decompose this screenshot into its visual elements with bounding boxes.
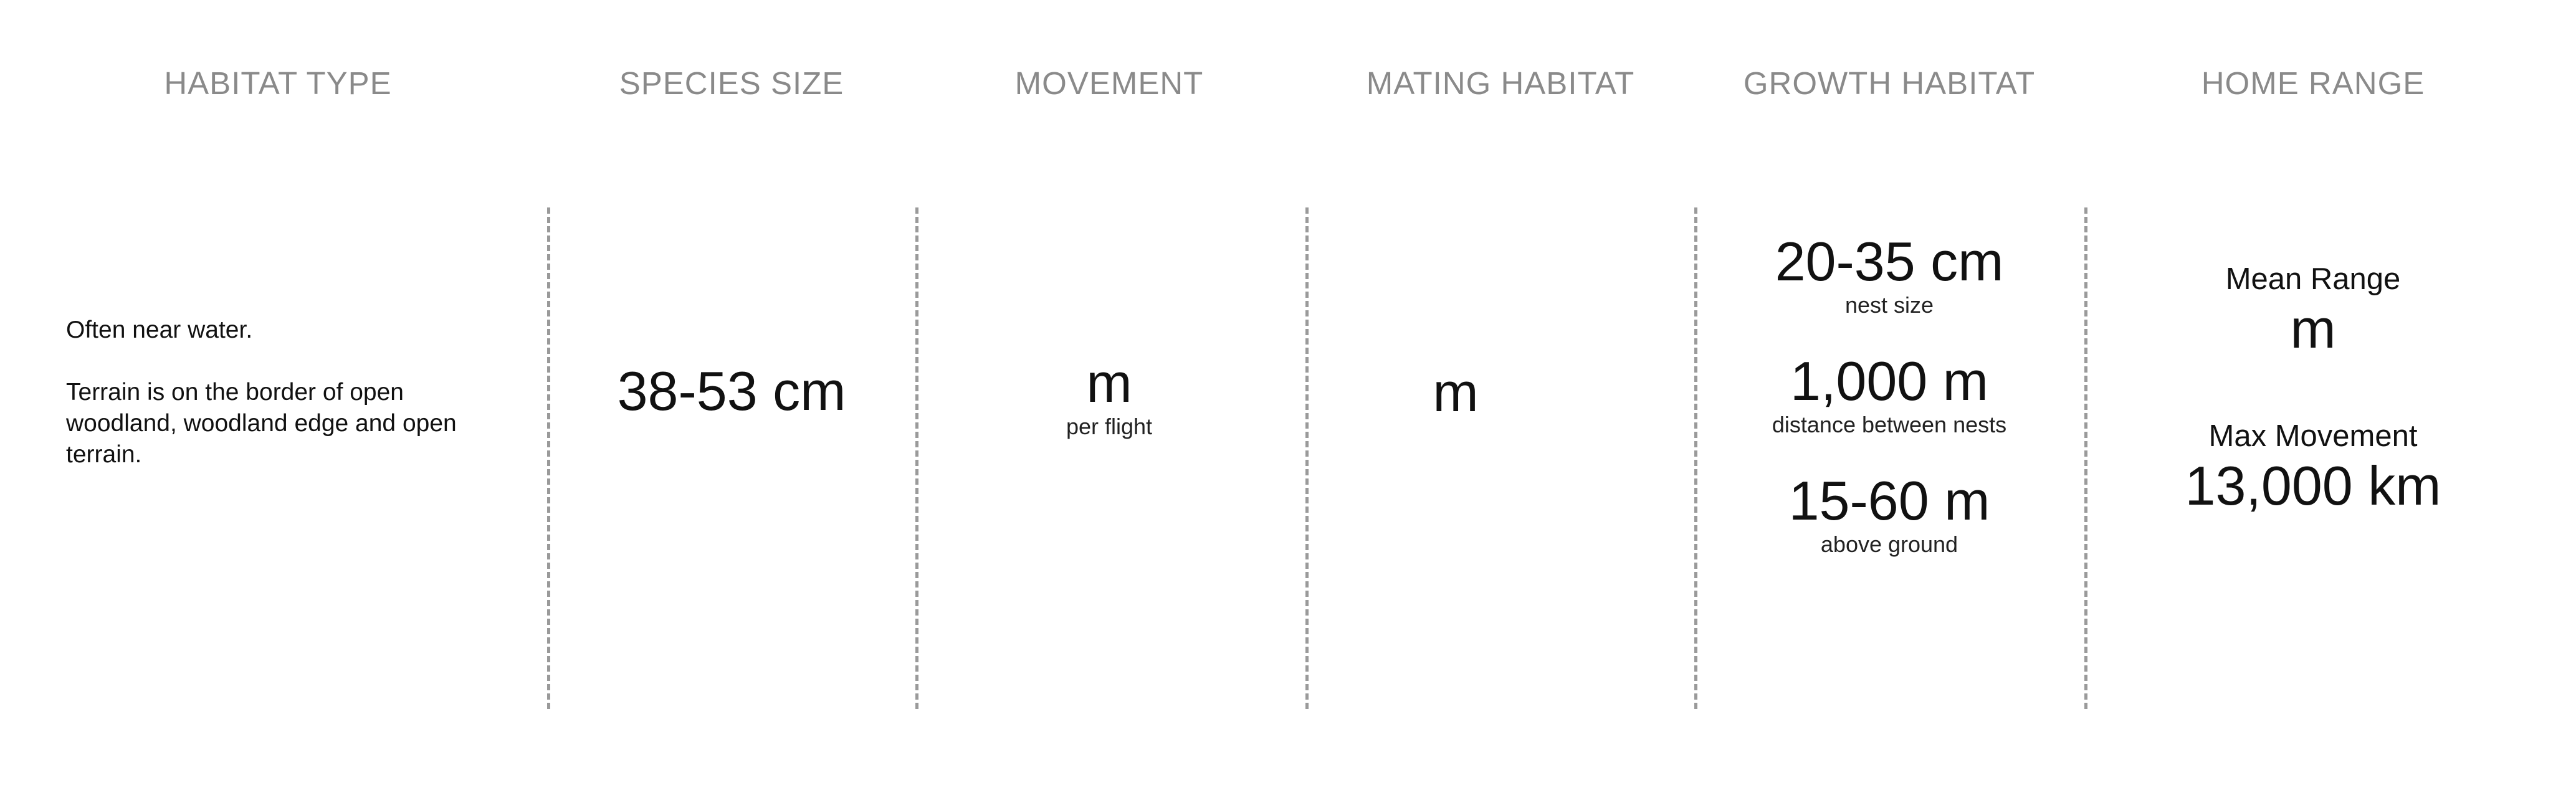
max-movement-block: Max Movement 13,000 km xyxy=(2185,417,2441,517)
movement-cell: m per flight xyxy=(1066,352,1152,439)
nest-size-value: 20-35 cm xyxy=(1775,231,2004,292)
species-size-value: 38-53 cm xyxy=(617,360,846,422)
mean-range-value: m xyxy=(2290,298,2336,359)
column-divider xyxy=(1694,207,1697,709)
habitat-type-line-2: Terrain is on the border of open woodlan… xyxy=(66,379,457,468)
column-divider xyxy=(2084,207,2087,709)
column-divider xyxy=(547,207,550,709)
column-divider xyxy=(915,207,918,709)
habitat-type-line-1: Often near water. xyxy=(66,316,253,343)
header-habitat-type: HABITAT TYPE xyxy=(164,65,392,101)
header-species-size: SPECIES SIZE xyxy=(619,65,844,101)
mean-range-label: Mean Range xyxy=(2225,262,2401,296)
header-growth-habitat: GROWTH HABITAT xyxy=(1743,65,2036,101)
mean-range-block: Mean Range m xyxy=(2226,260,2401,360)
mating-habitat-cell: m xyxy=(1433,361,1478,424)
header-home-range: HOME RANGE xyxy=(2201,65,2425,101)
habitat-type-description: Often near water. Terrain is on the bord… xyxy=(66,315,465,470)
max-movement-value: 13,000 km xyxy=(2185,455,2441,516)
nest-height-caption: above ground xyxy=(1820,531,1958,557)
column-divider xyxy=(1305,207,1309,709)
nest-size-caption: nest size xyxy=(1844,292,1934,318)
species-size-cell: 38-53 cm xyxy=(618,360,846,422)
nest-distance-caption: distance between nests xyxy=(1772,412,2007,437)
growth-habitat-item: 15-60 m above ground xyxy=(1789,470,1990,557)
movement-caption: per flight xyxy=(1066,414,1153,439)
growth-habitat-item: 20-35 cm nest size xyxy=(1775,231,2004,318)
header-movement: MOVEMENT xyxy=(1014,65,1204,101)
header-mating-habitat: MATING HABITAT xyxy=(1366,65,1635,101)
nest-distance-value: 1,000 m xyxy=(1790,350,1988,412)
max-movement-label: Max Movement xyxy=(2208,419,2418,453)
nest-height-value: 15-60 m xyxy=(1788,470,1990,531)
growth-habitat-item: 1,000 m distance between nests xyxy=(1772,350,2006,437)
mating-habitat-value: m xyxy=(1433,361,1479,423)
movement-value: m xyxy=(1086,352,1132,414)
